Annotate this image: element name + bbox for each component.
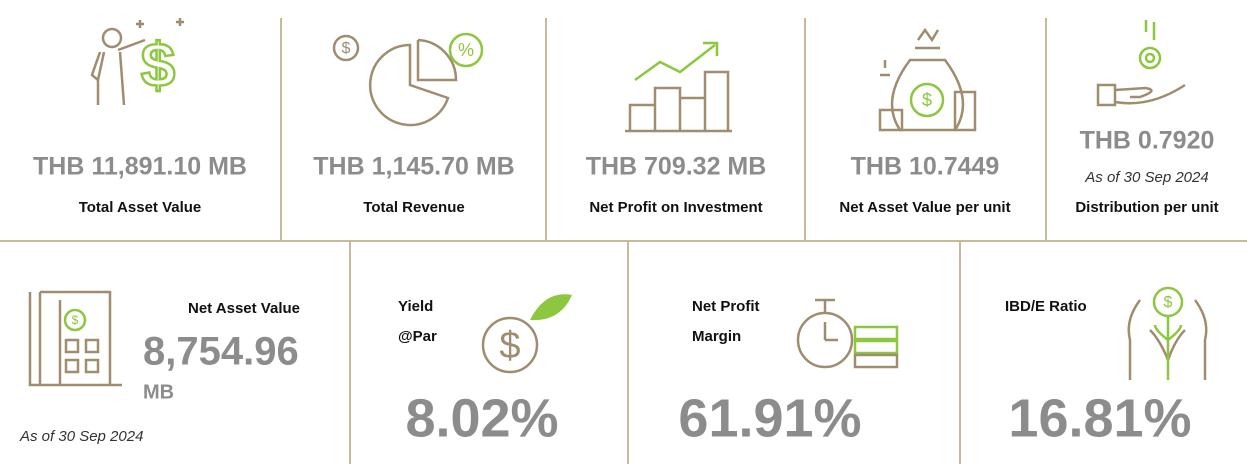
metric-value: THB 1,145.70 MB — [313, 153, 514, 181]
icon-margin — [796, 298, 899, 369]
dividers — [0, 18, 1247, 464]
svg-text:$: $ — [141, 31, 175, 100]
metric-label: @Par — [398, 328, 437, 345]
metric-note: As of 30 Sep 2024 — [1084, 169, 1208, 186]
metric-label: Net Profit — [692, 298, 760, 315]
metric-label: Net Asset Value per unit — [839, 199, 1010, 216]
svg-text:%: % — [458, 40, 474, 60]
metric-value: 16.81% — [1008, 388, 1191, 448]
metric-value: THB 10.7449 — [851, 153, 1000, 181]
metric-label: Yield — [398, 298, 433, 315]
metric-value: THB 0.7920 — [1080, 127, 1215, 155]
metric-value: THB 11,891.10 MB — [33, 153, 247, 181]
svg-text:$: $ — [72, 313, 79, 327]
icon-yield: $ — [481, 294, 572, 374]
metric-label: IBD/E Ratio — [1005, 298, 1087, 315]
icon-revenue: $ % — [332, 32, 484, 127]
metric-label: Net Asset Value — [188, 300, 300, 317]
icon-ibde: $ — [1127, 286, 1208, 380]
svg-text:$: $ — [1164, 294, 1173, 311]
metric-label: Net Profit on Investment — [589, 199, 762, 216]
metric-value: 61.91% — [678, 388, 861, 448]
metric-unit: MB — [143, 381, 174, 403]
metric-label: Margin — [692, 328, 741, 345]
svg-text:$: $ — [342, 40, 351, 57]
svg-text:$: $ — [922, 90, 932, 110]
metric-label: Total Revenue — [363, 199, 464, 216]
svg-text:$: $ — [499, 325, 520, 367]
metric-value: THB 709.32 MB — [586, 153, 767, 181]
metric-label: Distribution per unit — [1075, 199, 1218, 216]
metric-value: 8.02% — [405, 388, 558, 448]
metric-label: Total Asset Value — [79, 199, 202, 216]
icon-nav-unit: $ — [878, 27, 977, 132]
icon-profit — [625, 41, 732, 133]
icon-building: $ — [28, 290, 122, 387]
icon-asset: $ — [90, 18, 184, 106]
metric-value: 8,754.96 — [143, 330, 299, 374]
icon-distribution — [1096, 20, 1186, 107]
metric-note: As of 30 Sep 2024 — [19, 428, 143, 445]
